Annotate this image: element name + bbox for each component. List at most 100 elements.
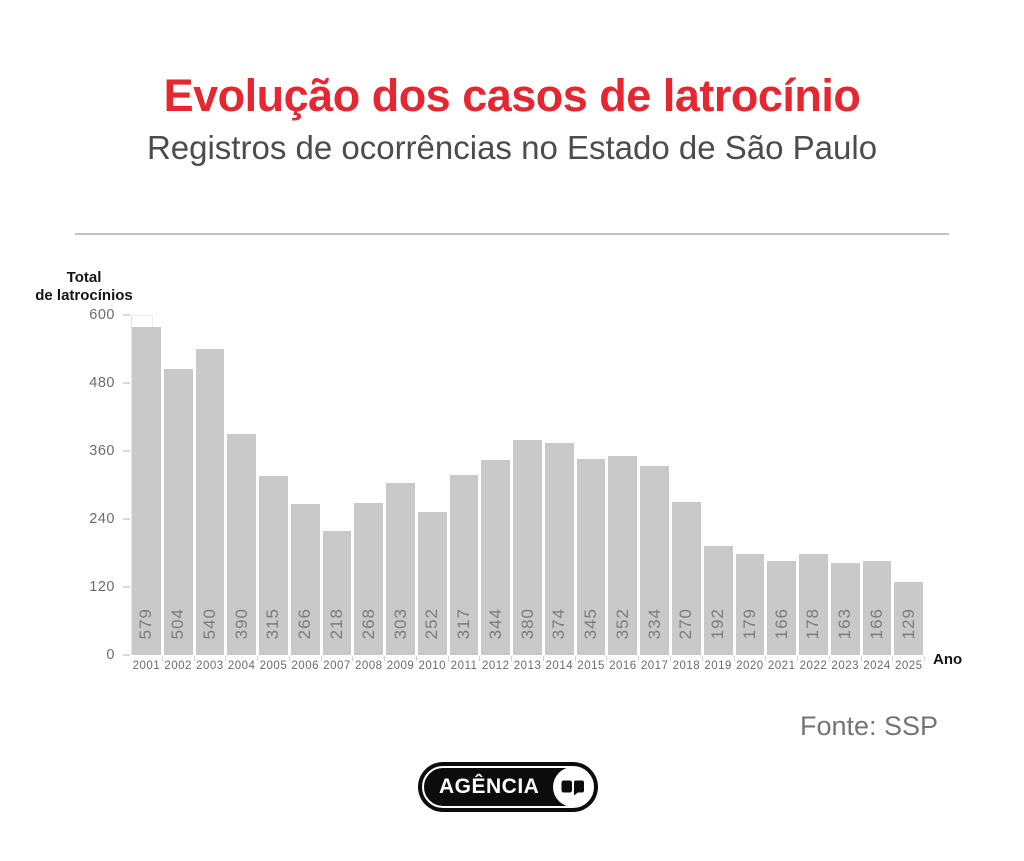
x-tick-label-2001: 2001 <box>132 660 161 672</box>
x-tick-label-2021: 2021 <box>767 660 796 672</box>
y-tick-mark-480 <box>123 382 130 384</box>
x-tick-label-2015: 2015 <box>577 660 605 672</box>
bar-slot-2010: 252 2010 <box>417 315 449 672</box>
y-tick-mark-240 <box>123 518 130 520</box>
bar-2007 <box>322 531 352 655</box>
bar-slot-2020: 179 2020 <box>735 315 767 672</box>
bar-2011 <box>449 475 479 655</box>
bar-slot-2021: 166 2021 <box>767 315 798 672</box>
bar-value-2009: 303 <box>390 607 410 639</box>
bar-slot-2004: 390 2004 <box>227 315 258 672</box>
bar-2025 <box>894 582 924 655</box>
agencia-sp-logo: AGÊNCIA <box>418 762 598 812</box>
bar-value-2006: 266 <box>295 607 315 639</box>
bar-value-2011: 317 <box>454 607 474 639</box>
x-tick-label-2019: 2019 <box>704 660 732 672</box>
bar-slot-2007: 218 2007 <box>322 315 354 672</box>
bar-value-2003: 540 <box>199 607 219 639</box>
bar-2001 <box>132 327 161 655</box>
x-tick-label-2008: 2008 <box>354 660 383 672</box>
bar-value-2012: 344 <box>485 607 505 639</box>
y-tick-mark-120 <box>123 586 130 588</box>
bar-slot-2008: 268 2008 <box>354 315 385 672</box>
bar-value-2021: 166 <box>771 607 791 639</box>
bar-2024 <box>862 561 892 655</box>
bar-slot-2014: 374 2014 <box>544 315 576 672</box>
bar-value-2008: 268 <box>358 607 378 639</box>
x-tick-label-2022: 2022 <box>799 660 828 672</box>
bar-slot-2015: 345 2015 <box>576 315 608 672</box>
bar-2018 <box>672 502 701 655</box>
bar-slot-2024: 166 2024 <box>862 315 894 672</box>
y-tick-mark-600 <box>123 314 130 316</box>
x-tick-label-2020: 2020 <box>736 660 764 672</box>
bar-value-2022: 178 <box>803 607 823 639</box>
y-tick-label-120: 120 <box>89 579 115 595</box>
y-tick-mark-360 <box>123 450 130 452</box>
bar-value-2007: 218 <box>326 607 346 639</box>
bar-value-2024: 166 <box>866 607 886 639</box>
logo-text: AGÊNCIA <box>439 775 540 798</box>
bar-2023 <box>830 563 860 655</box>
bar-slot-2018: 270 2018 <box>672 315 703 672</box>
bar-2021 <box>767 561 797 655</box>
bar-slot-2025: 129 2025 <box>894 315 925 672</box>
bar-slot-2006: 266 2006 <box>290 315 322 672</box>
x-axis-title: Ano <box>933 651 963 668</box>
bar-value-2016: 352 <box>612 607 632 639</box>
speech-bubbles-icon <box>553 767 593 807</box>
y-tick-label-480: 480 <box>89 375 115 391</box>
y-axis-top-tick <box>132 315 153 328</box>
x-tick-label-2017: 2017 <box>640 660 669 672</box>
bar-slot-2012: 344 2012 <box>481 315 512 672</box>
bar-value-2014: 374 <box>549 607 569 639</box>
x-tick-label-2025: 2025 <box>894 660 923 672</box>
y-tick-label-360: 360 <box>89 443 115 459</box>
y-axis-line <box>131 315 132 655</box>
bar-slot-2019: 192 2019 <box>703 315 735 672</box>
x-tick-label-2010: 2010 <box>418 660 447 672</box>
bar-value-2004: 390 <box>231 607 251 639</box>
y-tick-mark-0 <box>123 654 130 656</box>
bar-2006 <box>290 504 320 655</box>
bar-2017 <box>640 466 670 655</box>
bar-2010 <box>417 512 447 655</box>
bar-slot-2023: 163 2023 <box>830 315 862 672</box>
bar-value-2013: 380 <box>517 607 537 639</box>
x-tick-label-2016: 2016 <box>609 660 637 672</box>
bar-value-2020: 179 <box>739 607 759 639</box>
bar-2019 <box>703 546 733 655</box>
bar-slot-2003: 540 2003 <box>195 315 227 672</box>
x-tick-label-2018: 2018 <box>672 660 701 672</box>
bar-value-2015: 345 <box>581 607 601 639</box>
x-tick-label-2003: 2003 <box>196 660 224 672</box>
bar-slot-2002: 504 2002 <box>163 315 195 672</box>
x-tick-label-2005: 2005 <box>259 660 288 672</box>
bar-value-2017: 334 <box>644 607 664 639</box>
x-tick-label-2011: 2011 <box>450 660 478 672</box>
bar-value-2001: 579 <box>136 607 156 639</box>
bar-slot-2013: 380 2013 <box>513 315 544 672</box>
x-tick-label-2014: 2014 <box>545 660 574 672</box>
bar-slot-2001: 579 2001 <box>132 315 163 672</box>
bar-2013 <box>513 440 542 655</box>
x-tick-label-2013: 2013 <box>513 660 542 672</box>
bar-value-2002: 504 <box>168 607 188 639</box>
x-tick-label-2002: 2002 <box>164 660 192 672</box>
bar-value-2010: 252 <box>422 607 442 639</box>
bar-value-2025: 129 <box>898 607 918 639</box>
bar-2014 <box>544 443 574 655</box>
source-note: Fonte: SSP <box>799 711 939 741</box>
bar-2016 <box>608 456 638 655</box>
bar-slot-2016: 352 2016 <box>608 315 640 672</box>
bar-slot-2005: 315 2005 <box>259 315 290 672</box>
bar-2012 <box>481 460 511 655</box>
bar-slot-2009: 303 2009 <box>386 315 417 672</box>
bar-2003 <box>195 349 225 655</box>
bar-slot-2011: 317 2011 <box>449 315 481 672</box>
bar-2009 <box>386 483 415 655</box>
bar-2020 <box>735 554 765 655</box>
y-tick-label-600: 600 <box>89 307 115 323</box>
bar-2004 <box>227 434 257 655</box>
